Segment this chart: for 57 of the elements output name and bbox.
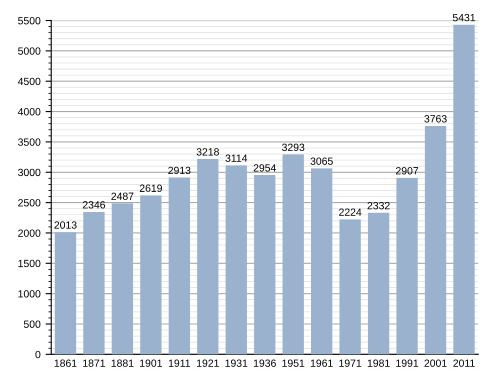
bar: [112, 203, 134, 354]
y-tick-label: 3500: [18, 138, 40, 146]
y-tick-label: 4500: [18, 78, 40, 86]
bar: [311, 168, 332, 354]
x-tick-label: 1951: [282, 359, 304, 367]
data-label: 2224: [339, 208, 362, 216]
bar: [254, 175, 276, 354]
bar: [168, 178, 190, 354]
x-tick-label: 2011: [453, 359, 475, 367]
y-tick-label: 5500: [18, 17, 40, 24]
bar: [83, 212, 105, 354]
x-tick-label: 1921: [197, 359, 219, 367]
y-tick-label: 0: [35, 350, 40, 358]
x-tick-label: 1881: [112, 359, 134, 367]
data-label: 3065: [310, 157, 333, 165]
bar: [453, 24, 475, 354]
data-label: 2332: [368, 202, 390, 210]
bar: [140, 195, 162, 354]
y-tick-label: 500: [24, 320, 40, 328]
x-tick-label: 1936: [254, 359, 276, 367]
x-tick-label: 2001: [424, 359, 447, 367]
bar: [54, 232, 76, 354]
x-tick-label: 1991: [396, 359, 418, 367]
x-tick-label: 1971: [339, 359, 362, 367]
data-label: 5431: [452, 14, 476, 22]
y-tick-label: 1500: [18, 260, 40, 268]
data-label: 2954: [254, 164, 276, 172]
x-tick-label: 1861: [54, 359, 77, 367]
x-tick-label: 1911: [168, 359, 190, 367]
bar: [396, 178, 418, 354]
x-tick-label: 1981: [368, 359, 390, 367]
data-label: 2907: [396, 167, 418, 174]
y-tick-label: 2000: [18, 229, 40, 237]
data-label: 3293: [282, 144, 304, 152]
bar: [368, 212, 390, 354]
bar: [226, 165, 247, 354]
y-tick-label: 3000: [18, 168, 40, 176]
bar: [197, 159, 218, 354]
y-tick-label: 4000: [18, 108, 40, 116]
bar: [282, 154, 304, 354]
x-tick-label: 1871: [83, 359, 106, 367]
data-label: 2619: [140, 184, 162, 192]
data-label: 3114: [225, 154, 248, 162]
data-label: 3763: [424, 115, 447, 122]
data-label: 2013: [54, 221, 77, 229]
data-label: 3218: [196, 148, 219, 156]
data-label: 2487: [111, 192, 134, 200]
y-tick-label: 5000: [18, 47, 40, 55]
bar: [339, 219, 361, 354]
x-tick-label: 1961: [310, 359, 333, 367]
y-tick-label: 2500: [18, 199, 40, 206]
bar: [424, 126, 446, 354]
y-tick-label: 1000: [18, 290, 40, 298]
x-tick-label: 1931: [225, 359, 248, 367]
x-tick-label: 1901: [140, 359, 162, 367]
data-label: 2346: [82, 201, 106, 209]
data-label: 2913: [168, 166, 190, 174]
